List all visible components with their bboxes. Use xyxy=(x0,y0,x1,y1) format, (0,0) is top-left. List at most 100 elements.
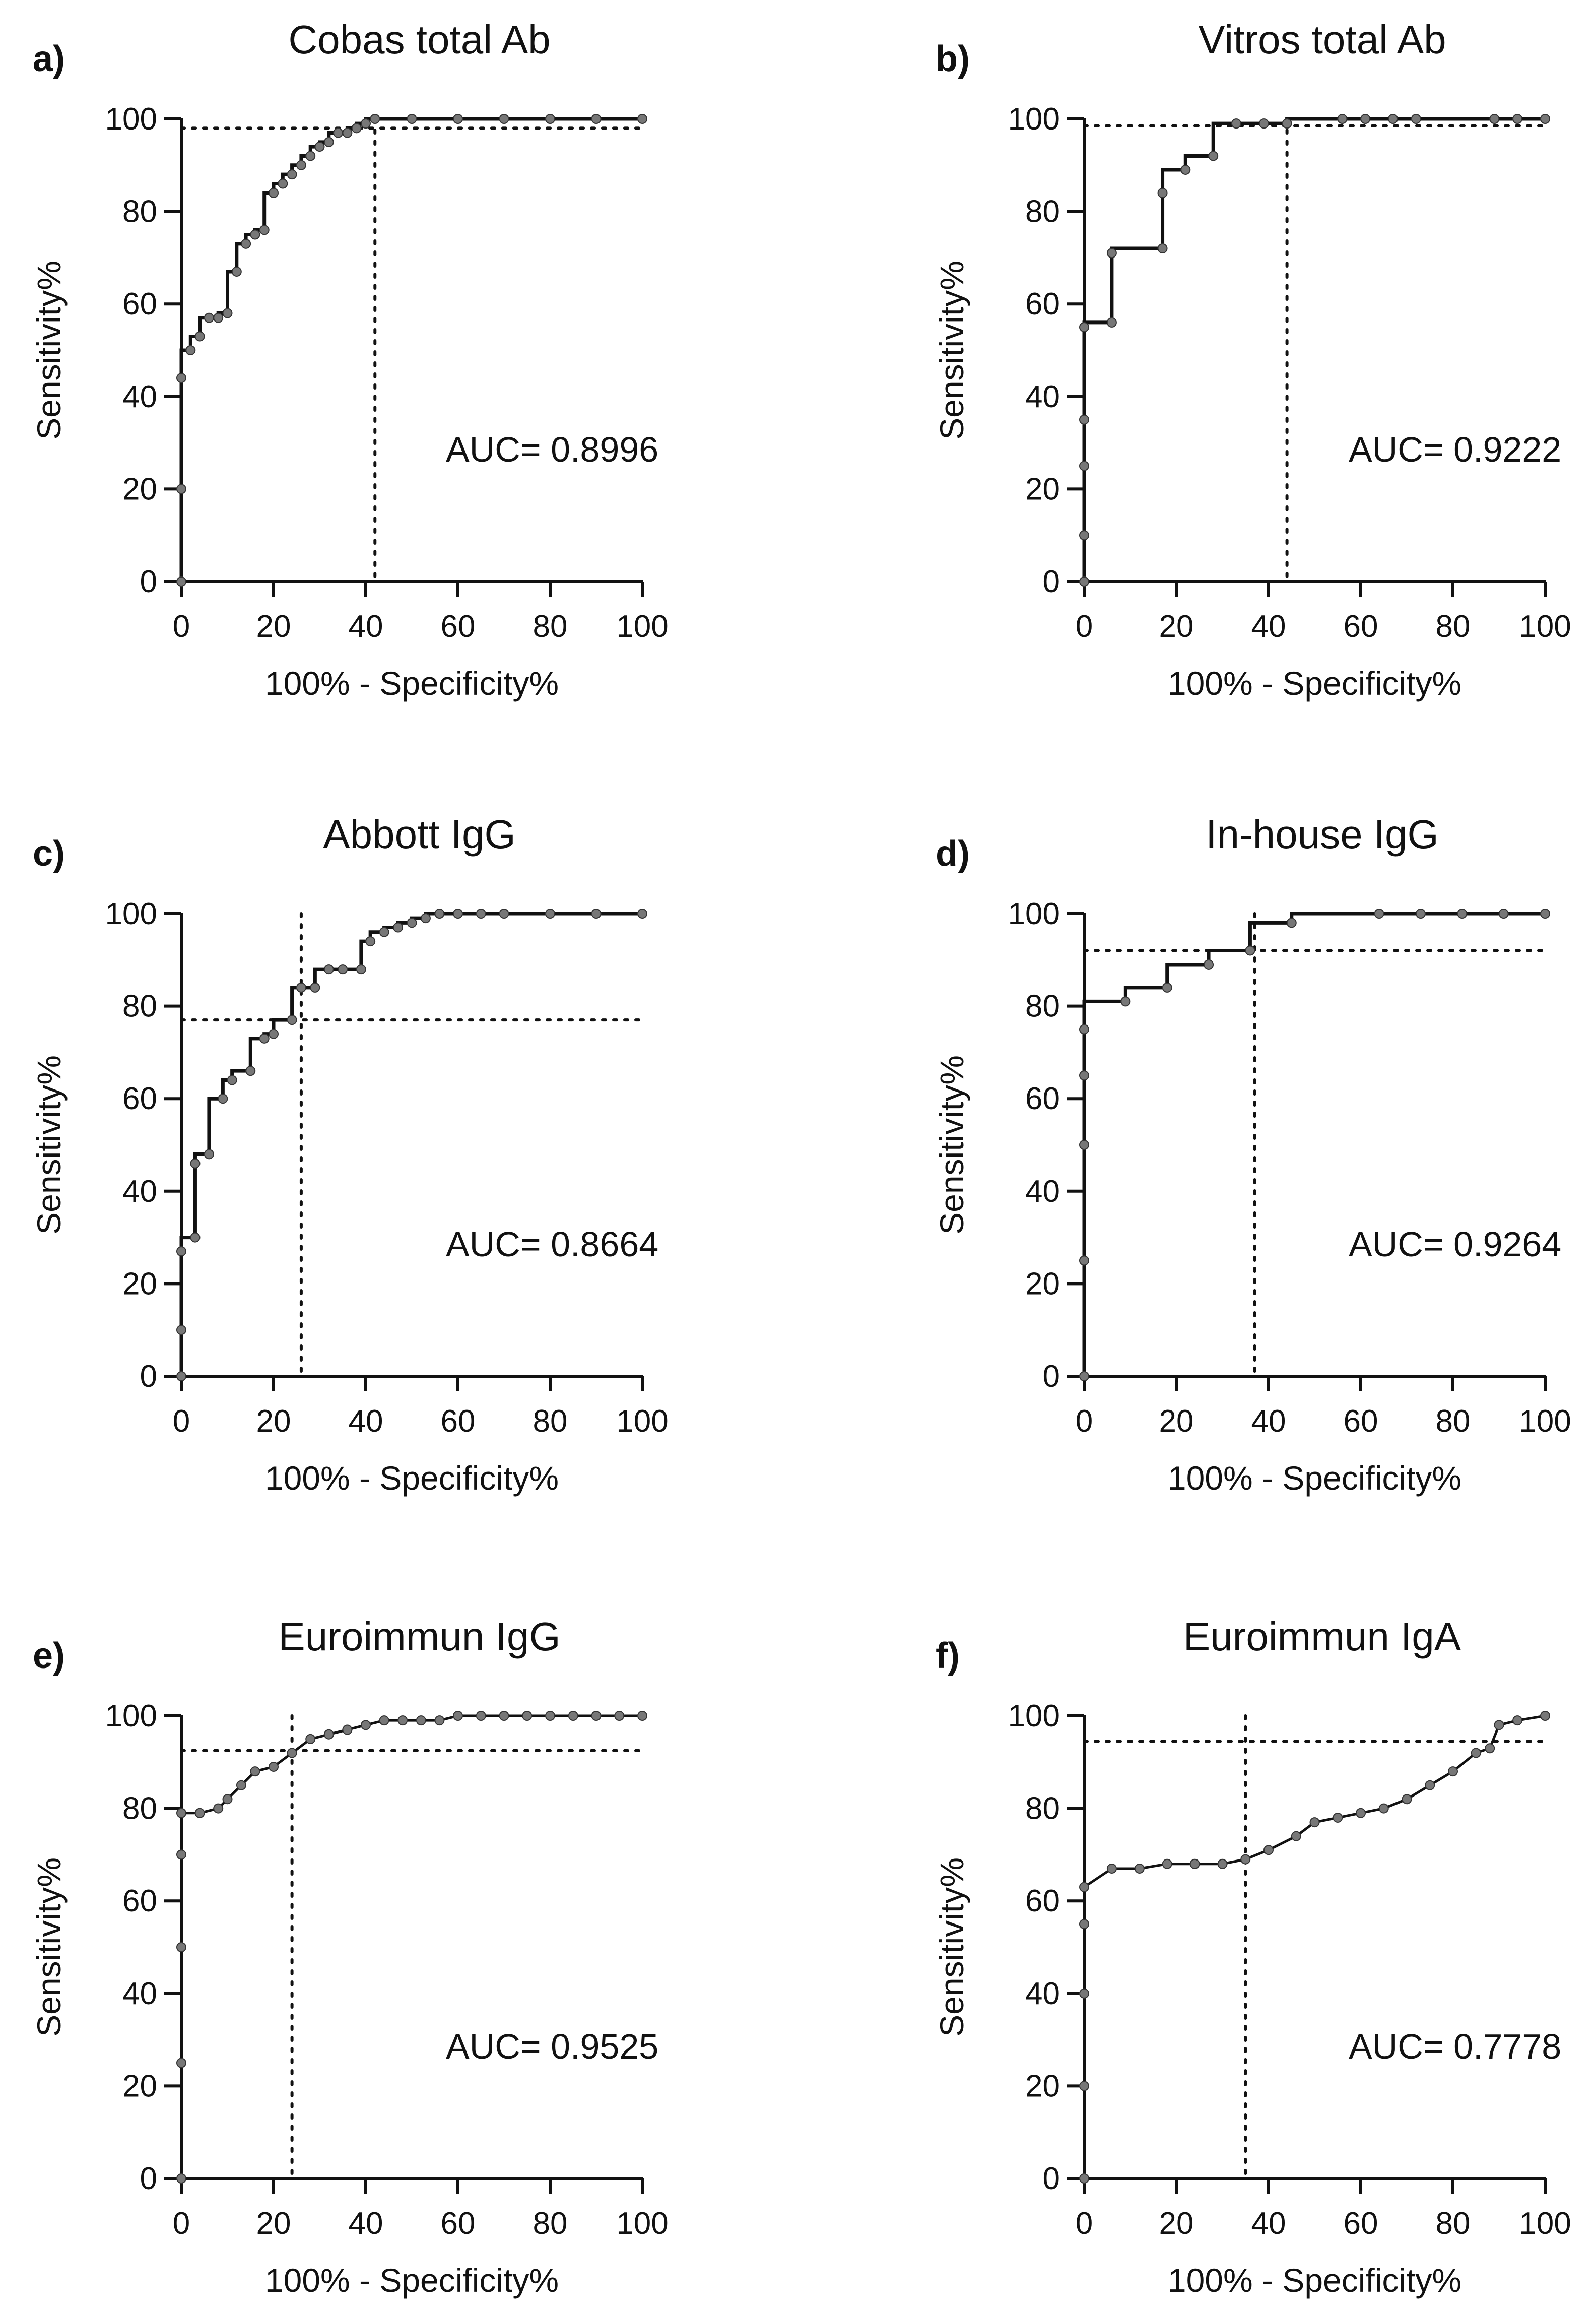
panel-c-roc-point xyxy=(434,909,445,919)
panel-c-roc-point xyxy=(190,1232,201,1243)
panel-c-x-tick-label: 60 xyxy=(441,1404,476,1439)
panel-b-roc-point xyxy=(1208,151,1219,161)
panel-e-auc-label: AUC= 0.9525 xyxy=(446,2027,658,2066)
panel-b-roc-point xyxy=(1106,317,1117,328)
panel-b-y-tick-label: 20 xyxy=(1025,472,1060,506)
panel-f-roc-point xyxy=(1309,1817,1320,1828)
panel-b-roc-point xyxy=(1411,114,1421,124)
panel-e-y-tick-label: 100 xyxy=(105,1699,157,1734)
panel-b-roc-point xyxy=(1489,114,1500,124)
panel-f-roc-point xyxy=(1079,2081,1089,2091)
panel-a-x-tick-label: 20 xyxy=(256,609,291,644)
panel-d-roc-point xyxy=(1374,909,1384,919)
panel-e-letter: e) xyxy=(33,1636,65,1676)
panel-f-roc-point xyxy=(1240,1854,1251,1865)
panel-c-y-tick-label: 60 xyxy=(122,1081,157,1116)
panel-e-x-tick-label: 20 xyxy=(256,2206,291,2241)
panel-f-roc-point xyxy=(1333,1812,1343,1823)
panel-c-roc-point xyxy=(365,936,376,947)
panel-c-roc-line xyxy=(179,912,642,1376)
panel-c-roc-point xyxy=(453,909,463,919)
panel-b: b) Vitros total Ab 0 20 40 60 80 100 0 20 40 60 80 10… xyxy=(933,17,1571,702)
panel-b-x-tick-label: 80 xyxy=(1436,609,1471,644)
panel-d-x-label: 100% - Specificity% xyxy=(1168,1459,1461,1497)
panel-b-x-tick-label: 60 xyxy=(1344,609,1378,644)
panel-a-roc-point xyxy=(305,151,316,161)
panel-c-roc-point xyxy=(310,982,320,993)
panel-e-y-tick-label: 20 xyxy=(122,2069,157,2103)
panel-a-roc-point xyxy=(545,114,555,124)
panel-a-roc-line xyxy=(179,117,642,582)
panel-f-roc-point xyxy=(1448,1766,1458,1777)
panel-b-x-tick-label: 100 xyxy=(1519,609,1571,644)
panel-f-y-tick-label: 40 xyxy=(1025,1976,1060,2011)
panel-c-roc-point xyxy=(545,909,555,919)
panel-a-roc-point xyxy=(637,114,647,124)
panel-b-y-tick-label: 0 xyxy=(1043,564,1060,599)
panel-d-roc-point xyxy=(1079,1140,1089,1150)
panel-b-x-tick-label: 20 xyxy=(1159,609,1194,644)
panel-c-roc-point xyxy=(591,909,602,919)
panel-d-y-label: Sensitivity% xyxy=(933,1055,970,1235)
panel-f-y-tick-label: 80 xyxy=(1025,1791,1060,1826)
panel-a-roc-point xyxy=(213,312,224,323)
panel-e-roc-point xyxy=(176,2173,186,2184)
panel-d-x-tick-label: 80 xyxy=(1436,1404,1471,1439)
panel-c-auc-label: AUC= 0.8664 xyxy=(446,1225,658,1264)
panel-e-roc-point xyxy=(545,1711,555,1721)
panel-c-roc-point xyxy=(379,927,389,937)
panel-d-roc-point xyxy=(1162,982,1172,993)
panel-f-roc-point xyxy=(1162,1858,1172,1869)
panel-e-x-tick-label: 80 xyxy=(533,2206,568,2241)
panel-b-letter: b) xyxy=(936,39,970,79)
panel-f-y-tick-label: 20 xyxy=(1025,2069,1060,2103)
panel-f-roc-point xyxy=(1494,1720,1504,1730)
panel-a-y-tick-label: 0 xyxy=(140,564,157,599)
panel-a-roc-point xyxy=(194,331,205,342)
panel-a-roc-point xyxy=(231,266,242,277)
panel-b-roc-point xyxy=(1157,243,1168,254)
panel-b-x-label: 100% - Specificity% xyxy=(1168,665,1461,702)
panel-e-roc-point xyxy=(434,1715,445,1726)
panel-b-roc-point xyxy=(1079,576,1089,587)
panel-b-title: Vitros total Ab xyxy=(1198,17,1446,62)
panel-c-x-label: 100% - Specificity% xyxy=(265,1459,559,1497)
panel-b-x-tick-label: 40 xyxy=(1251,609,1286,644)
panel-f-auc-label: AUC= 0.7778 xyxy=(1349,2027,1561,2066)
panel-e-roc-point xyxy=(236,1780,246,1790)
panel-d-roc-point xyxy=(1079,1255,1089,1266)
panel-d-roc-point xyxy=(1457,909,1468,919)
panel-b-roc-point xyxy=(1079,414,1089,425)
panel-e-roc-point xyxy=(499,1711,509,1721)
panel-a: a) Cobas total Ab 0 20 40 60 80 100 0 20 40 60 80 100… xyxy=(30,17,669,702)
panel-a-roc-point xyxy=(278,178,288,189)
panel-e-y-tick-label: 0 xyxy=(140,2161,157,2196)
panel-c-y-tick-label: 0 xyxy=(140,1359,157,1394)
panel-d-roc-point xyxy=(1079,1371,1089,1381)
panel-b-roc-point xyxy=(1079,530,1089,541)
panel-b-roc-point xyxy=(1512,114,1523,124)
panel-b-x-tick-label: 0 xyxy=(1076,609,1093,644)
panel-e-roc-point xyxy=(476,1711,486,1721)
panel-a-y-tick-label: 80 xyxy=(122,195,157,229)
panel-f-roc-point xyxy=(1079,2173,1089,2184)
panel-c-roc-point xyxy=(259,1033,270,1044)
panel-e-roc-line xyxy=(180,1714,642,2178)
panel-d-roc-point xyxy=(1204,959,1214,970)
panel-d-roc-point xyxy=(1079,1070,1089,1081)
panel-e-roc-point xyxy=(591,1711,602,1721)
panel-a-y-tick-label: 40 xyxy=(122,379,157,414)
panel-f-y-tick-label: 100 xyxy=(1008,1699,1060,1734)
panel-b-y-tick-label: 40 xyxy=(1025,379,1060,414)
panel-e-roc-point xyxy=(568,1711,578,1721)
panel-b-roc-point xyxy=(1258,118,1269,129)
panel-a-roc-point xyxy=(176,484,186,494)
panel-a-roc-point xyxy=(314,142,325,152)
panel-d-x-tick-label: 0 xyxy=(1076,1404,1093,1439)
panel-c-roc-point xyxy=(420,913,431,924)
panel-a-roc-point xyxy=(351,123,362,134)
panel-a-roc-point xyxy=(407,114,417,124)
panel-b-roc-point xyxy=(1337,114,1348,124)
panel-b-auc-label: AUC= 0.9222 xyxy=(1349,430,1561,469)
